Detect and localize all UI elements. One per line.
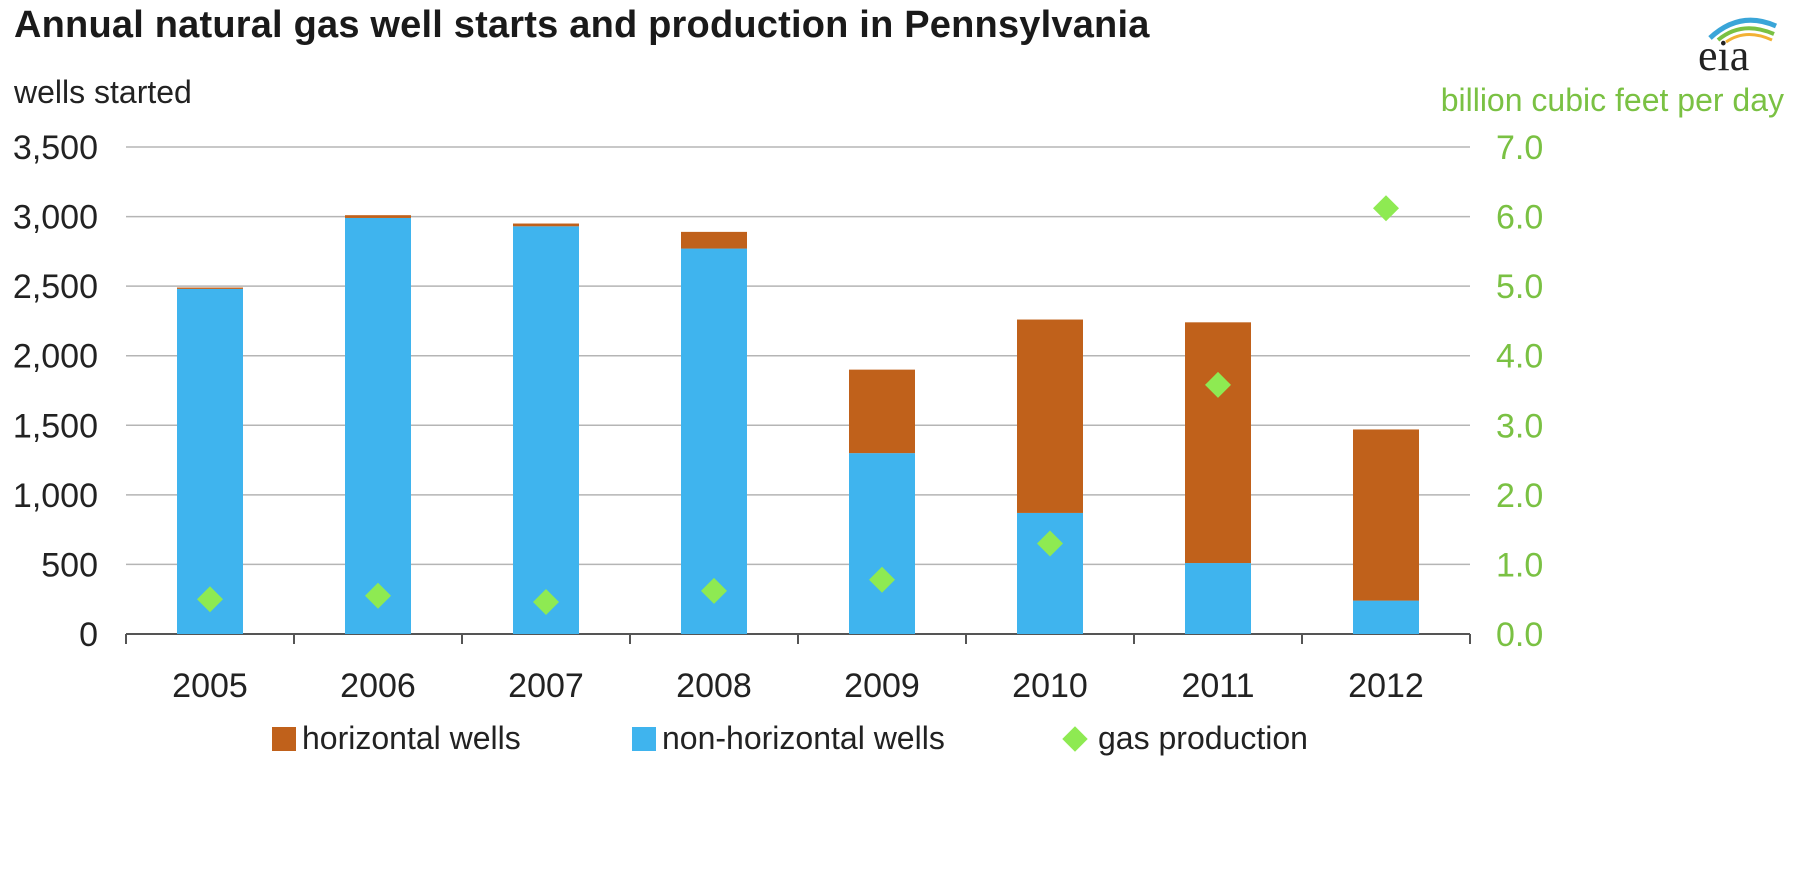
x-tick-label: 2010 <box>1012 667 1088 705</box>
left-tick-label: 3,000 <box>13 199 98 237</box>
x-tick-label: 2011 <box>1181 667 1254 705</box>
right-tick-label: 1.0 <box>1496 546 1543 584</box>
right-tick-label: 3.0 <box>1496 407 1543 445</box>
chart-title: Annual natural gas well starts and produ… <box>14 4 1150 46</box>
point-gas-production <box>1037 530 1063 557</box>
legend-item-horizontal: horizontal wells <box>272 720 521 757</box>
x-tick-label: 2005 <box>172 667 248 705</box>
bar-non-horizontal <box>177 288 243 634</box>
legend: horizontal wells non-horizontal wells ga… <box>0 720 1800 766</box>
bar-horizontal <box>1017 319 1083 513</box>
eia-logo-icon <box>1708 17 1778 44</box>
left-tick-label: 1,000 <box>13 477 98 515</box>
x-tick-label: 2009 <box>844 667 920 705</box>
x-tick-label: 2006 <box>340 667 416 705</box>
left-tick-label: 3,500 <box>13 129 98 167</box>
bar-non-horizontal <box>681 248 747 634</box>
bar-non-horizontal <box>513 226 579 634</box>
legend-swatch-non-horizontal <box>632 726 656 751</box>
legend-swatch-gas-production <box>1062 725 1088 752</box>
point-gas-production <box>197 586 223 613</box>
left-tick-label: 2,500 <box>13 268 98 306</box>
right-tick-label: 6.0 <box>1496 199 1543 237</box>
legend-item-non-horizontal: non-horizontal wells <box>632 720 945 757</box>
bar-non-horizontal <box>1353 600 1419 634</box>
point-gas-production <box>1205 371 1231 398</box>
point-gas-production <box>533 588 559 615</box>
bar-non-horizontal <box>849 453 915 634</box>
point-gas-production <box>365 582 391 609</box>
left-tick-label: 0 <box>79 616 98 654</box>
right-tick-label: 0.0 <box>1496 616 1543 654</box>
bar-horizontal <box>1353 429 1419 601</box>
legend-swatch-horizontal <box>272 726 296 751</box>
legend-label-non-horizontal: non-horizontal wells <box>662 720 945 756</box>
left-axis-title: wells started <box>14 74 192 110</box>
eia-logo-text: eia <box>1698 31 1750 80</box>
bar-horizontal <box>1185 322 1251 564</box>
bar-non-horizontal <box>345 217 411 634</box>
bar-horizontal <box>177 287 243 289</box>
right-tick-label: 4.0 <box>1496 338 1543 376</box>
legend-label-horizontal: horizontal wells <box>302 720 521 756</box>
right-tick-label: 7.0 <box>1496 129 1543 167</box>
bar-non-horizontal <box>1185 563 1251 634</box>
right-tick-label: 5.0 <box>1496 268 1543 306</box>
bar-horizontal <box>681 231 747 249</box>
x-tick-label: 2008 <box>676 667 752 705</box>
point-gas-production <box>701 577 727 604</box>
left-tick-label: 2,000 <box>13 338 98 376</box>
right-axis-title: billion cubic feet per day <box>1440 82 1784 118</box>
legend-label-gas-production: gas production <box>1098 720 1308 756</box>
bar-horizontal <box>345 215 411 218</box>
x-tick-label: 2012 <box>1348 667 1424 705</box>
left-tick-label: 500 <box>41 546 98 584</box>
right-tick-label: 2.0 <box>1496 477 1543 515</box>
point-gas-production <box>1373 195 1399 222</box>
bar-horizontal <box>849 369 915 454</box>
x-tick-label: 2007 <box>508 667 584 705</box>
legend-item-gas-production: gas production <box>1062 720 1308 757</box>
bar-horizontal <box>513 223 579 227</box>
left-tick-label: 1,500 <box>13 407 98 445</box>
point-gas-production <box>869 566 895 593</box>
